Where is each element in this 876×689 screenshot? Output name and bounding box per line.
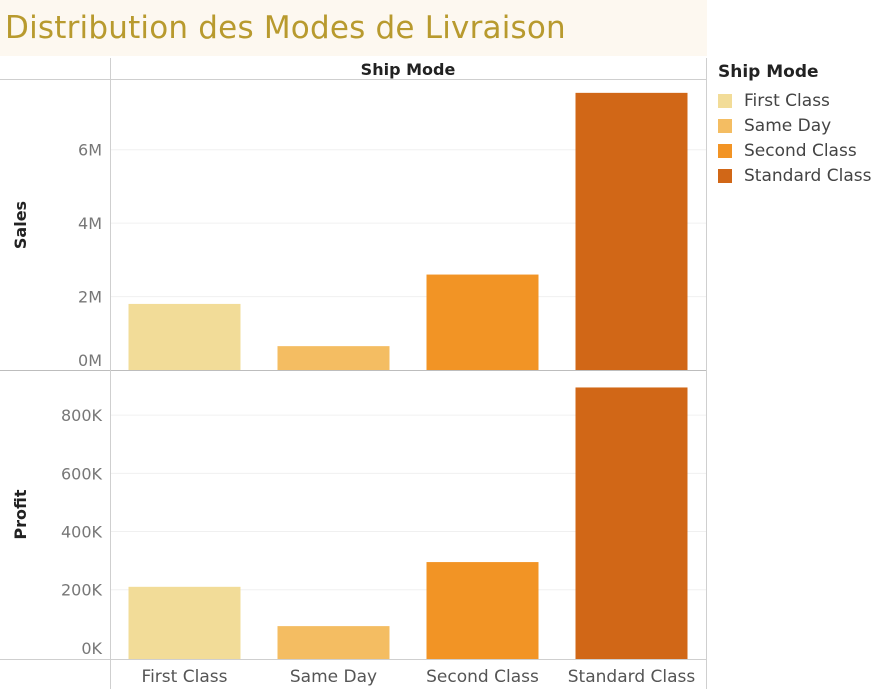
bar-sales-same-day [277, 346, 390, 370]
legend-swatch [718, 93, 732, 108]
y-tick-label: 6M [78, 141, 102, 160]
legend-title: Ship Mode [718, 62, 819, 82]
y-tick-label: 0K [81, 639, 102, 658]
x-tick-label: First Class [142, 667, 228, 687]
legend-label: Same Day [744, 115, 832, 136]
legend-swatch [718, 143, 732, 158]
bar-profit-second-class [426, 562, 539, 659]
bar-profit-first-class [128, 586, 241, 659]
y-tick-label: 800K [61, 406, 103, 425]
bar-profit-same-day [277, 626, 390, 659]
bar-profit-standard-class [575, 387, 688, 659]
legend-swatch [718, 118, 732, 133]
y-tick-label: 0M [78, 351, 102, 370]
x-tick-label: Second Class [426, 667, 539, 687]
chart: 0M 2M 4M 6M Sales 0K 200K 400K 600K 800K Profit Shi… [0, 58, 707, 689]
y-tick-label: 2M [78, 288, 102, 307]
legend-label: First Class [744, 90, 830, 111]
chart-title: Distribution des Modes de Livraison [5, 10, 566, 46]
legend-item-standard-class[interactable]: Standard Class [718, 163, 871, 188]
legend-item-second-class[interactable]: Second Class [718, 138, 871, 163]
legend-label: Standard Class [744, 165, 872, 186]
legend: Ship Mode First Class Same Day Second Cl… [718, 62, 871, 188]
legend-item-same-day[interactable]: Same Day [718, 113, 871, 138]
y-axis-title: Sales [11, 201, 30, 249]
y-tick-label: 4M [78, 214, 102, 233]
title-bar: Distribution des Modes de Livraison [0, 0, 707, 56]
y-tick-label: 200K [61, 581, 103, 600]
legend-item-first-class[interactable]: First Class [718, 88, 871, 113]
y-axis-title: Profit [11, 489, 30, 539]
bar-sales-second-class [426, 274, 539, 370]
bar-sales-standard-class [575, 92, 688, 371]
column-header: Ship Mode [361, 60, 456, 79]
y-tick-label: 400K [61, 523, 103, 542]
legend-label: Second Class [744, 140, 857, 161]
x-tick-label: Standard Class [568, 667, 696, 687]
y-tick-label: 600K [61, 464, 103, 483]
legend-swatch [718, 168, 732, 183]
x-tick-label: Same Day [290, 667, 377, 687]
bar-sales-first-class [128, 303, 241, 370]
